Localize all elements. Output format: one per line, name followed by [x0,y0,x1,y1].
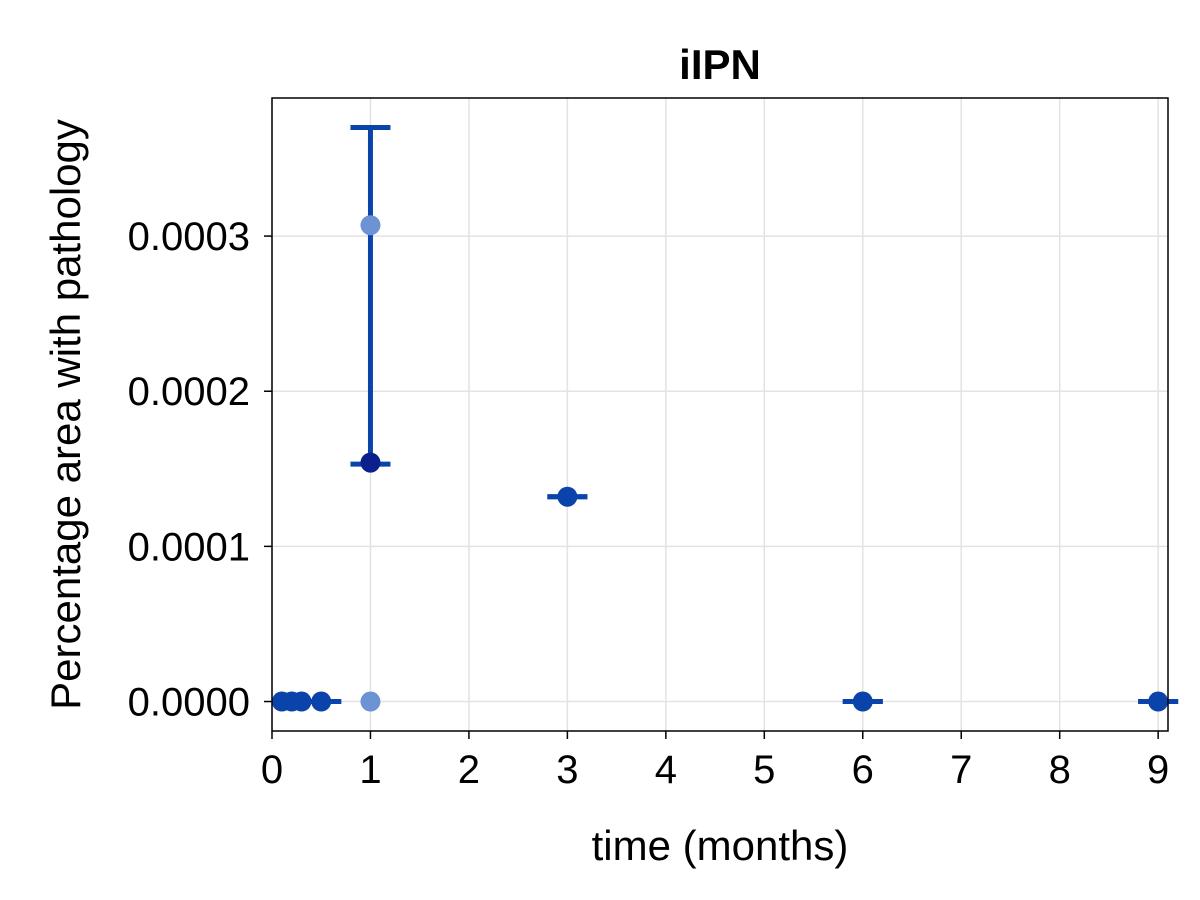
x-tick-label: 7 [950,748,972,792]
x-axis-label: time (months) [592,822,849,869]
data-points [271,215,1169,712]
x-tick-label: 4 [655,748,677,792]
mean-point [557,486,578,507]
x-tick-label: 6 [852,748,874,792]
y-tick-label: 0.0001 [128,525,250,569]
mean-point [1148,691,1169,712]
x-tick-label: 9 [1147,748,1169,792]
x-tick-label: 5 [753,748,775,792]
x-tick-label: 0 [261,748,283,792]
x-tick-label: 2 [458,748,480,792]
plot-frame [271,97,1169,732]
x-tick-label: 1 [359,748,381,792]
chart-title: iIPN [679,41,761,88]
y-axis-ticks: 0.0000 0.0001 0.0002 0.0003 [128,215,272,725]
x-tick-label: 8 [1049,748,1071,792]
mean-point [360,452,381,473]
mean-point [852,691,873,712]
y-tick-label: 0.0003 [128,215,250,259]
y-axis-label: Percentage area with pathology [42,119,89,710]
x-tick-label: 3 [556,748,578,792]
mean-point [311,691,332,712]
grid-lines [271,98,1168,731]
y-tick-label: 0.0002 [128,370,250,414]
y-tick-label: 0.0000 [128,681,250,725]
individual-point [360,215,381,236]
mean-point [291,691,312,712]
x-axis-ticks: 0 1 2 3 4 5 6 7 8 9 [261,731,1169,792]
individual-point [360,691,381,712]
